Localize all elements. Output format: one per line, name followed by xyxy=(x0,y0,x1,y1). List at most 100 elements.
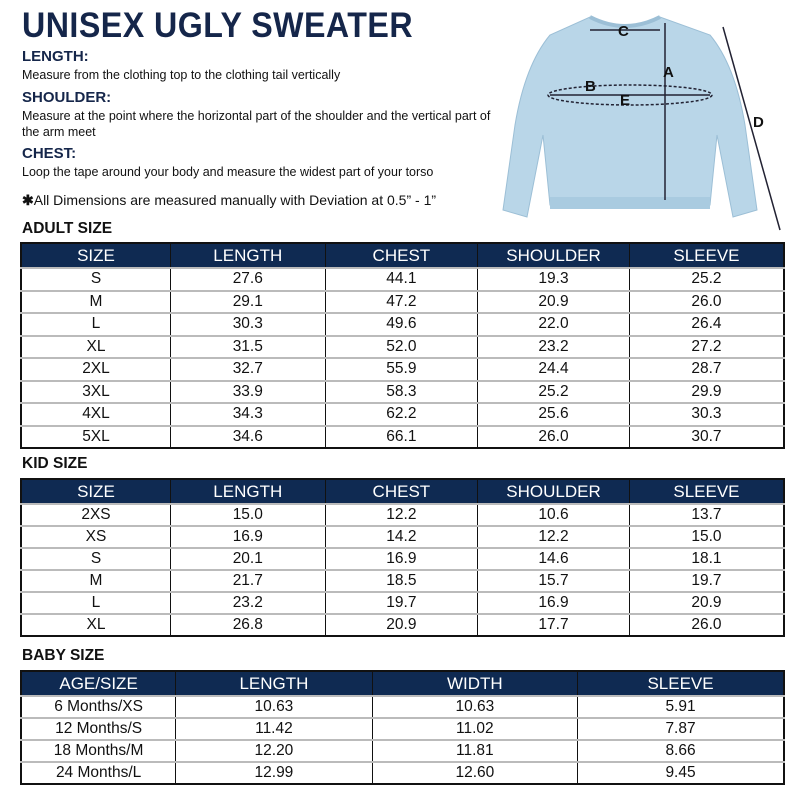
table-cell: 2XS xyxy=(20,503,171,526)
shoulder-text: Measure at the point where the horizonta… xyxy=(22,109,491,139)
table-cell: 47.2 xyxy=(324,289,479,313)
page-title: UNISEX UGLY SWEATER xyxy=(22,6,414,45)
table-cell: 58.3 xyxy=(324,379,479,403)
asterisk-icon: ✱ xyxy=(22,192,34,208)
table-cell: L xyxy=(20,312,171,336)
table-cell: 55.9 xyxy=(324,357,479,381)
table-cell: 9.45 xyxy=(577,761,785,784)
length-term: LENGTH: xyxy=(22,48,89,65)
header-row: AGE/SIZE LENGTH WIDTH SLEEVE xyxy=(20,670,785,696)
table-cell: L xyxy=(20,591,171,614)
table-cell: 20.1 xyxy=(169,547,326,570)
table-cell: 10.63 xyxy=(175,695,373,718)
table-cell: 52.0 xyxy=(324,334,479,358)
table-cell: M xyxy=(20,569,171,592)
table-cell: 15.0 xyxy=(169,503,326,526)
table-cell: 16.9 xyxy=(169,525,326,548)
column-header: SHOULDER xyxy=(477,242,630,268)
table-cell: 19.3 xyxy=(477,267,630,291)
table-cell: 34.6 xyxy=(169,424,326,448)
deviation-note: ✱All Dimensions are measured manually wi… xyxy=(22,192,436,209)
table-cell: 62.2 xyxy=(324,402,479,426)
table-cell: 15.7 xyxy=(477,569,630,592)
table-cell: S xyxy=(20,547,171,570)
table-row: 3XL 33.9 58.3 25.2 29.9 xyxy=(20,379,785,403)
chest-text: Loop the tape around your body and measu… xyxy=(22,165,434,179)
table-cell: 27.2 xyxy=(628,334,785,358)
column-header: SLEEVE xyxy=(628,478,785,504)
table-cell: 12.2 xyxy=(324,503,479,526)
table-cell: 8.66 xyxy=(577,739,785,762)
table-row: XL 26.8 20.9 17.7 26.0 xyxy=(20,613,785,636)
table-cell: 18.1 xyxy=(628,547,785,570)
table-cell: 7.87 xyxy=(577,717,785,740)
kid-size-table: SIZE LENGTH CHEST SHOULDER SLEEVE 2XS 15.0 12.2… xyxy=(20,478,785,637)
table-cell: 11.02 xyxy=(371,717,579,740)
table-row: L 30.3 49.6 22.0 26.4 xyxy=(20,312,785,336)
table-cell: 13.7 xyxy=(628,503,785,526)
table-cell: 12.2 xyxy=(477,525,630,548)
table-cell: 25.2 xyxy=(628,267,785,291)
table-row: 18 Months/M 12.20 11.81 8.66 xyxy=(20,739,785,762)
column-header: WIDTH xyxy=(371,670,579,696)
table-cell: 23.2 xyxy=(477,334,630,358)
note-text: All Dimensions are measured manually wit… xyxy=(33,192,437,208)
table-row: 5XL 34.6 66.1 26.0 30.7 xyxy=(20,424,785,448)
table-row: 12 Months/S 11.42 11.02 7.87 xyxy=(20,717,785,740)
table-cell: 10.6 xyxy=(477,503,630,526)
table-cell: 49.6 xyxy=(324,312,479,336)
column-header: SIZE xyxy=(20,242,171,268)
table-cell: XL xyxy=(20,613,171,636)
table-cell: 26.4 xyxy=(628,312,785,336)
table-cell: XL xyxy=(20,334,171,358)
table-cell: 66.1 xyxy=(324,424,479,448)
table-row: L 23.2 19.7 16.9 20.9 xyxy=(20,591,785,614)
chest-term: CHEST: xyxy=(22,145,77,162)
table-cell: 15.0 xyxy=(628,525,785,548)
table-cell: 19.7 xyxy=(324,591,479,614)
column-header: SIZE xyxy=(20,478,171,504)
table-cell: 30.3 xyxy=(628,402,785,426)
table-cell: 10.63 xyxy=(371,695,579,718)
kid-size-label: KID SIZE xyxy=(22,455,88,472)
table-cell: 11.81 xyxy=(371,739,579,762)
table-cell: 29.9 xyxy=(628,379,785,403)
table-cell: 20.9 xyxy=(477,289,630,313)
label-b: B xyxy=(585,78,596,95)
table-cell: 19.7 xyxy=(628,569,785,592)
table-cell: 30.7 xyxy=(628,424,785,448)
table-cell: 17.7 xyxy=(477,613,630,636)
table-cell: 5XL xyxy=(20,424,171,448)
table-cell: 25.2 xyxy=(477,379,630,403)
header-row: SIZE LENGTH CHEST SHOULDER SLEEVE xyxy=(20,242,785,268)
table-row: 2XL 32.7 55.9 24.4 28.7 xyxy=(20,357,785,381)
table-cell: 12 Months/S xyxy=(20,717,177,740)
adult-size-label: ADULT SIZE xyxy=(22,220,113,237)
table-cell: 11.42 xyxy=(175,717,373,740)
table-cell: 12.20 xyxy=(175,739,373,762)
table-cell: 18.5 xyxy=(324,569,479,592)
table-cell: 29.1 xyxy=(169,289,326,313)
shoulder-term: SHOULDER: xyxy=(22,89,112,106)
table-cell: 12.99 xyxy=(175,761,373,784)
header-row: SIZE LENGTH CHEST SHOULDER SLEEVE xyxy=(20,478,785,504)
baby-size-label: BABY SIZE xyxy=(22,647,105,664)
sweater-shape xyxy=(502,16,758,218)
table-cell: 18 Months/M xyxy=(20,739,177,762)
column-header: SHOULDER xyxy=(477,478,630,504)
table-cell: 31.5 xyxy=(169,334,326,358)
table-cell: 5.91 xyxy=(577,695,785,718)
table-cell: 20.9 xyxy=(324,613,479,636)
table-cell: 28.7 xyxy=(628,357,785,381)
table-row: M 29.1 47.2 20.9 26.0 xyxy=(20,289,785,313)
column-header: SLEEVE xyxy=(577,670,785,696)
table-row: 4XL 34.3 62.2 25.6 30.3 xyxy=(20,402,785,426)
table-row: 6 Months/XS 10.63 10.63 5.91 xyxy=(20,695,785,718)
table-cell: 14.6 xyxy=(477,547,630,570)
table-cell: 3XL xyxy=(20,379,171,403)
table-cell: 25.6 xyxy=(477,402,630,426)
table-row: S 20.1 16.9 14.6 18.1 xyxy=(20,547,785,570)
table-cell: 32.7 xyxy=(169,357,326,381)
table-cell: 12.60 xyxy=(371,761,579,784)
table-cell: 20.9 xyxy=(628,591,785,614)
